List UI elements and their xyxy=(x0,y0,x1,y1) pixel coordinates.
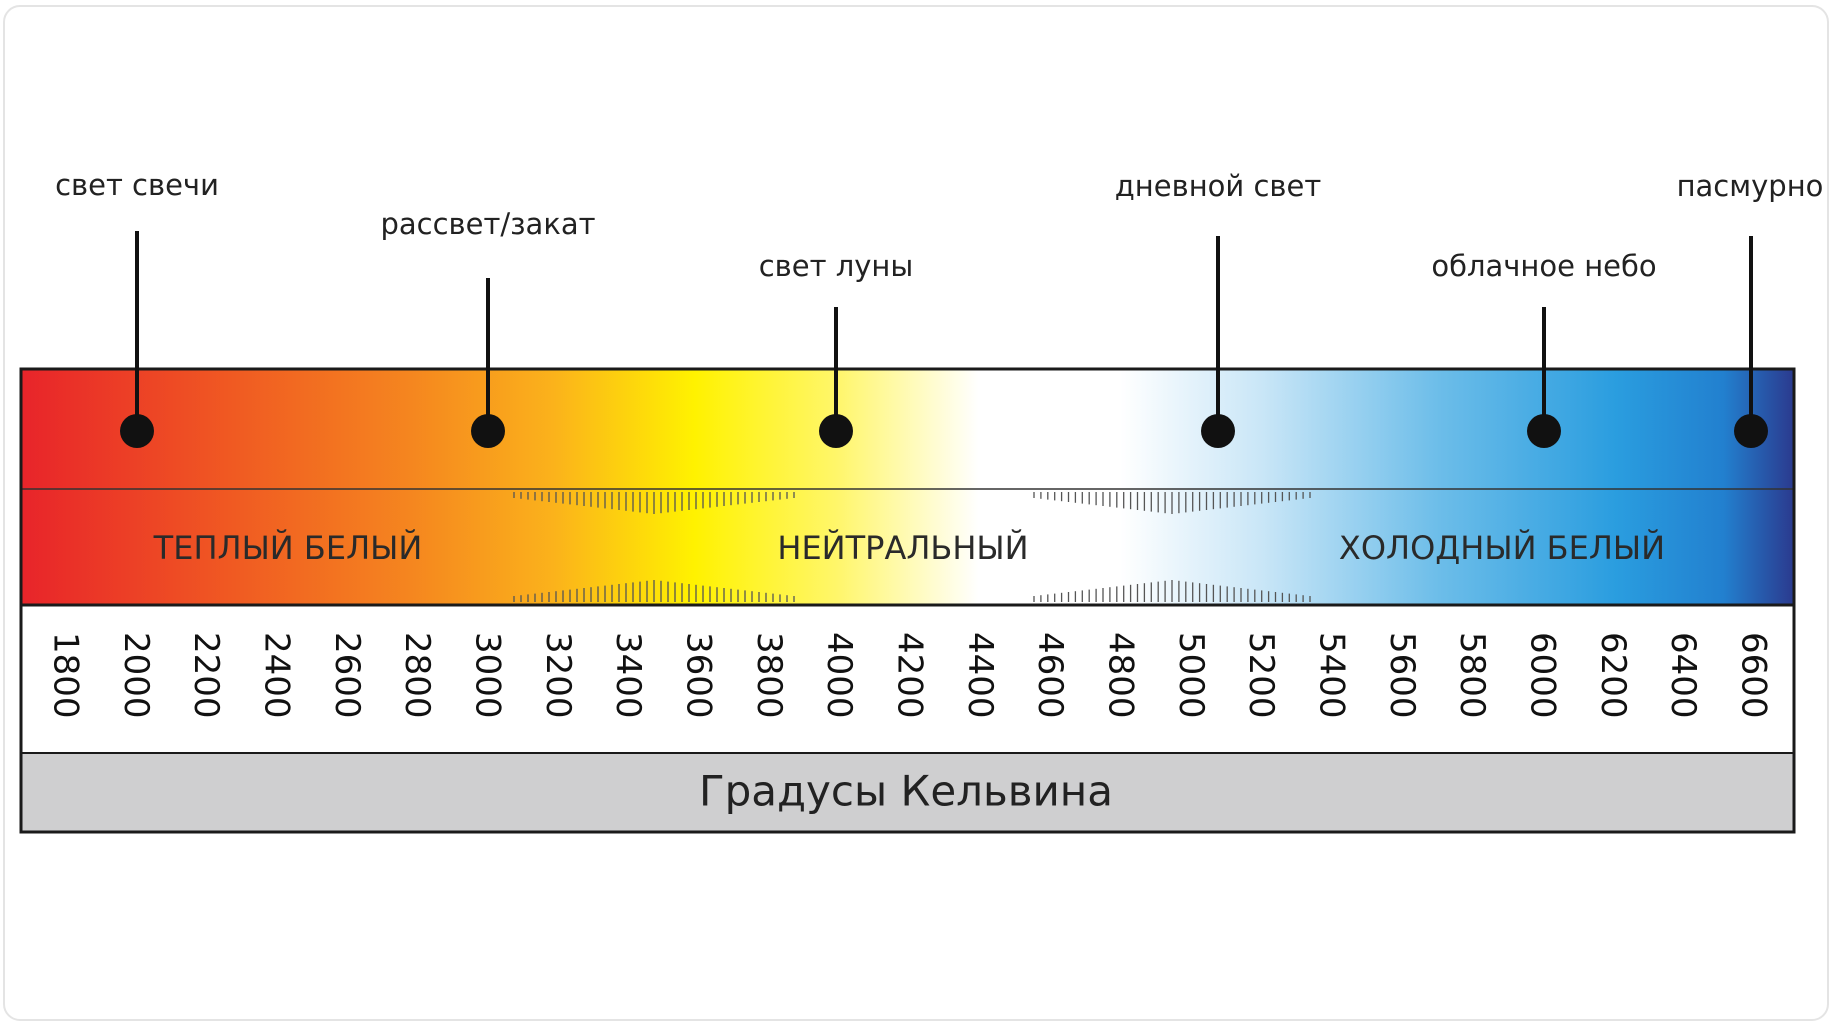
scale-label: 1800 xyxy=(46,632,86,719)
marker-dot xyxy=(1201,414,1235,448)
scale-label: 3800 xyxy=(749,632,789,719)
footer-band xyxy=(21,753,1794,832)
scale-label: 4400 xyxy=(960,632,1000,719)
marker-dot xyxy=(1527,414,1561,448)
zone-label: НЕЙТРАЛЬНЫЙ xyxy=(777,529,1028,567)
content: свет свечи рассвет/закат свет луны дневной … xyxy=(46,168,1824,816)
zone-label: ТЕПЛЫЙ БЕЛЫЙ xyxy=(153,529,423,567)
outline xyxy=(19,367,1796,834)
scale-label: 4800 xyxy=(1101,632,1141,719)
scale-label: 3200 xyxy=(538,632,578,719)
scale-label: 5400 xyxy=(1312,632,1352,719)
scale-label: 6400 xyxy=(1663,632,1703,719)
scale-label: 4200 xyxy=(890,632,930,719)
scale-label: 4000 xyxy=(819,632,859,719)
scale-label: 2200 xyxy=(186,632,226,719)
scale-label: 6200 xyxy=(1593,632,1633,719)
marker-label: свет луны xyxy=(759,249,914,283)
spectrum xyxy=(21,369,1794,605)
scale-label: 4600 xyxy=(1030,632,1070,719)
scale-label: 3600 xyxy=(679,632,719,719)
scale-band xyxy=(21,605,1794,753)
scale-label: 5200 xyxy=(1241,632,1281,719)
marker-dot xyxy=(471,414,505,448)
footer-title: Градусы Кельвина xyxy=(699,767,1113,816)
scale-label: 2800 xyxy=(397,632,437,719)
scale-label: 2600 xyxy=(327,632,367,719)
scale-label: 5600 xyxy=(1382,632,1422,719)
marker-label: дневной свет xyxy=(1115,169,1322,203)
scale-label: 2000 xyxy=(116,632,156,719)
marker-label: пасмурно xyxy=(1677,169,1824,203)
scale-label: 5800 xyxy=(1452,632,1492,719)
scale-label: 2400 xyxy=(257,632,297,719)
marker-dot xyxy=(120,414,154,448)
marker-label: свет свечи xyxy=(55,168,219,202)
scale-label: 6600 xyxy=(1734,632,1774,719)
scale-label: 6000 xyxy=(1523,632,1563,719)
marker-dot xyxy=(1734,414,1768,448)
scale-label: 3000 xyxy=(468,632,508,719)
zone-label: ХОЛОДНЫЙ БЕЛЫЙ xyxy=(1339,529,1665,567)
marker-label: облачное небо xyxy=(1431,249,1656,283)
scale-label: 5000 xyxy=(1171,632,1211,719)
scale-label: 3400 xyxy=(608,632,648,719)
hatching xyxy=(513,492,1311,602)
marker-label: рассвет/закат xyxy=(380,207,595,241)
marker-dot xyxy=(819,414,853,448)
